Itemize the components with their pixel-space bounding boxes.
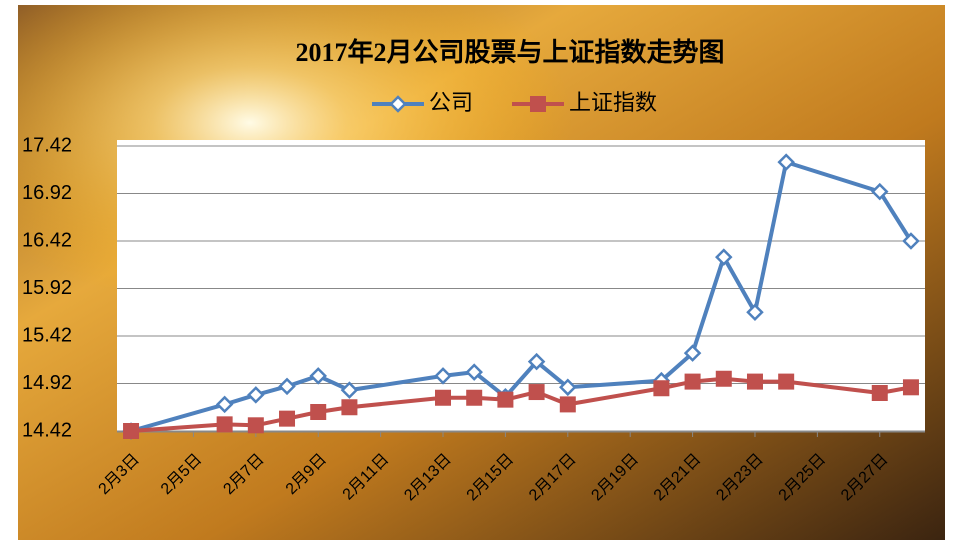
plot-area (117, 140, 925, 432)
data-point (902, 232, 920, 250)
data-point (746, 303, 764, 322)
legend-label: 公司 (429, 90, 473, 115)
data-point (278, 377, 296, 396)
data-point (435, 389, 452, 406)
data-point (778, 373, 795, 390)
data-point (528, 384, 545, 401)
y-tick-label: 16.92 (22, 182, 72, 204)
data-point (279, 410, 296, 427)
data-point (497, 391, 514, 408)
y-tick-label: 14.92 (22, 372, 72, 394)
data-point (247, 417, 264, 434)
chart-title: 2017年2月公司股票与上证指数走势图 (295, 37, 724, 67)
data-point (715, 248, 733, 266)
y-tick-label: 16.42 (22, 229, 72, 251)
y-tick-label: 14.42 (22, 419, 72, 441)
data-point (341, 399, 358, 416)
data-point (466, 389, 483, 406)
data-point (871, 385, 888, 401)
data-point (559, 378, 577, 397)
data-point (247, 386, 265, 404)
data-point (310, 404, 327, 420)
legend-marker (389, 95, 407, 113)
data-point (559, 396, 576, 413)
legend-label: 上证指数 (569, 90, 657, 115)
legend-marker (530, 96, 546, 112)
data-point (527, 352, 546, 371)
y-tick-label: 15.92 (22, 277, 72, 299)
data-point (653, 380, 670, 397)
data-point (684, 373, 701, 390)
data-point (309, 367, 327, 385)
data-point (902, 379, 919, 396)
data-point (465, 363, 483, 381)
data-point (216, 416, 233, 433)
data-point (434, 367, 452, 385)
data-point (715, 370, 732, 387)
data-point (340, 381, 359, 399)
data-point (777, 153, 795, 171)
data-point (870, 182, 889, 201)
data-point (746, 373, 763, 390)
data-point (123, 423, 140, 439)
data-point (683, 344, 702, 362)
data-point (215, 395, 234, 414)
y-tick-label: 15.42 (22, 324, 72, 346)
y-tick-label: 17.42 (22, 134, 72, 156)
